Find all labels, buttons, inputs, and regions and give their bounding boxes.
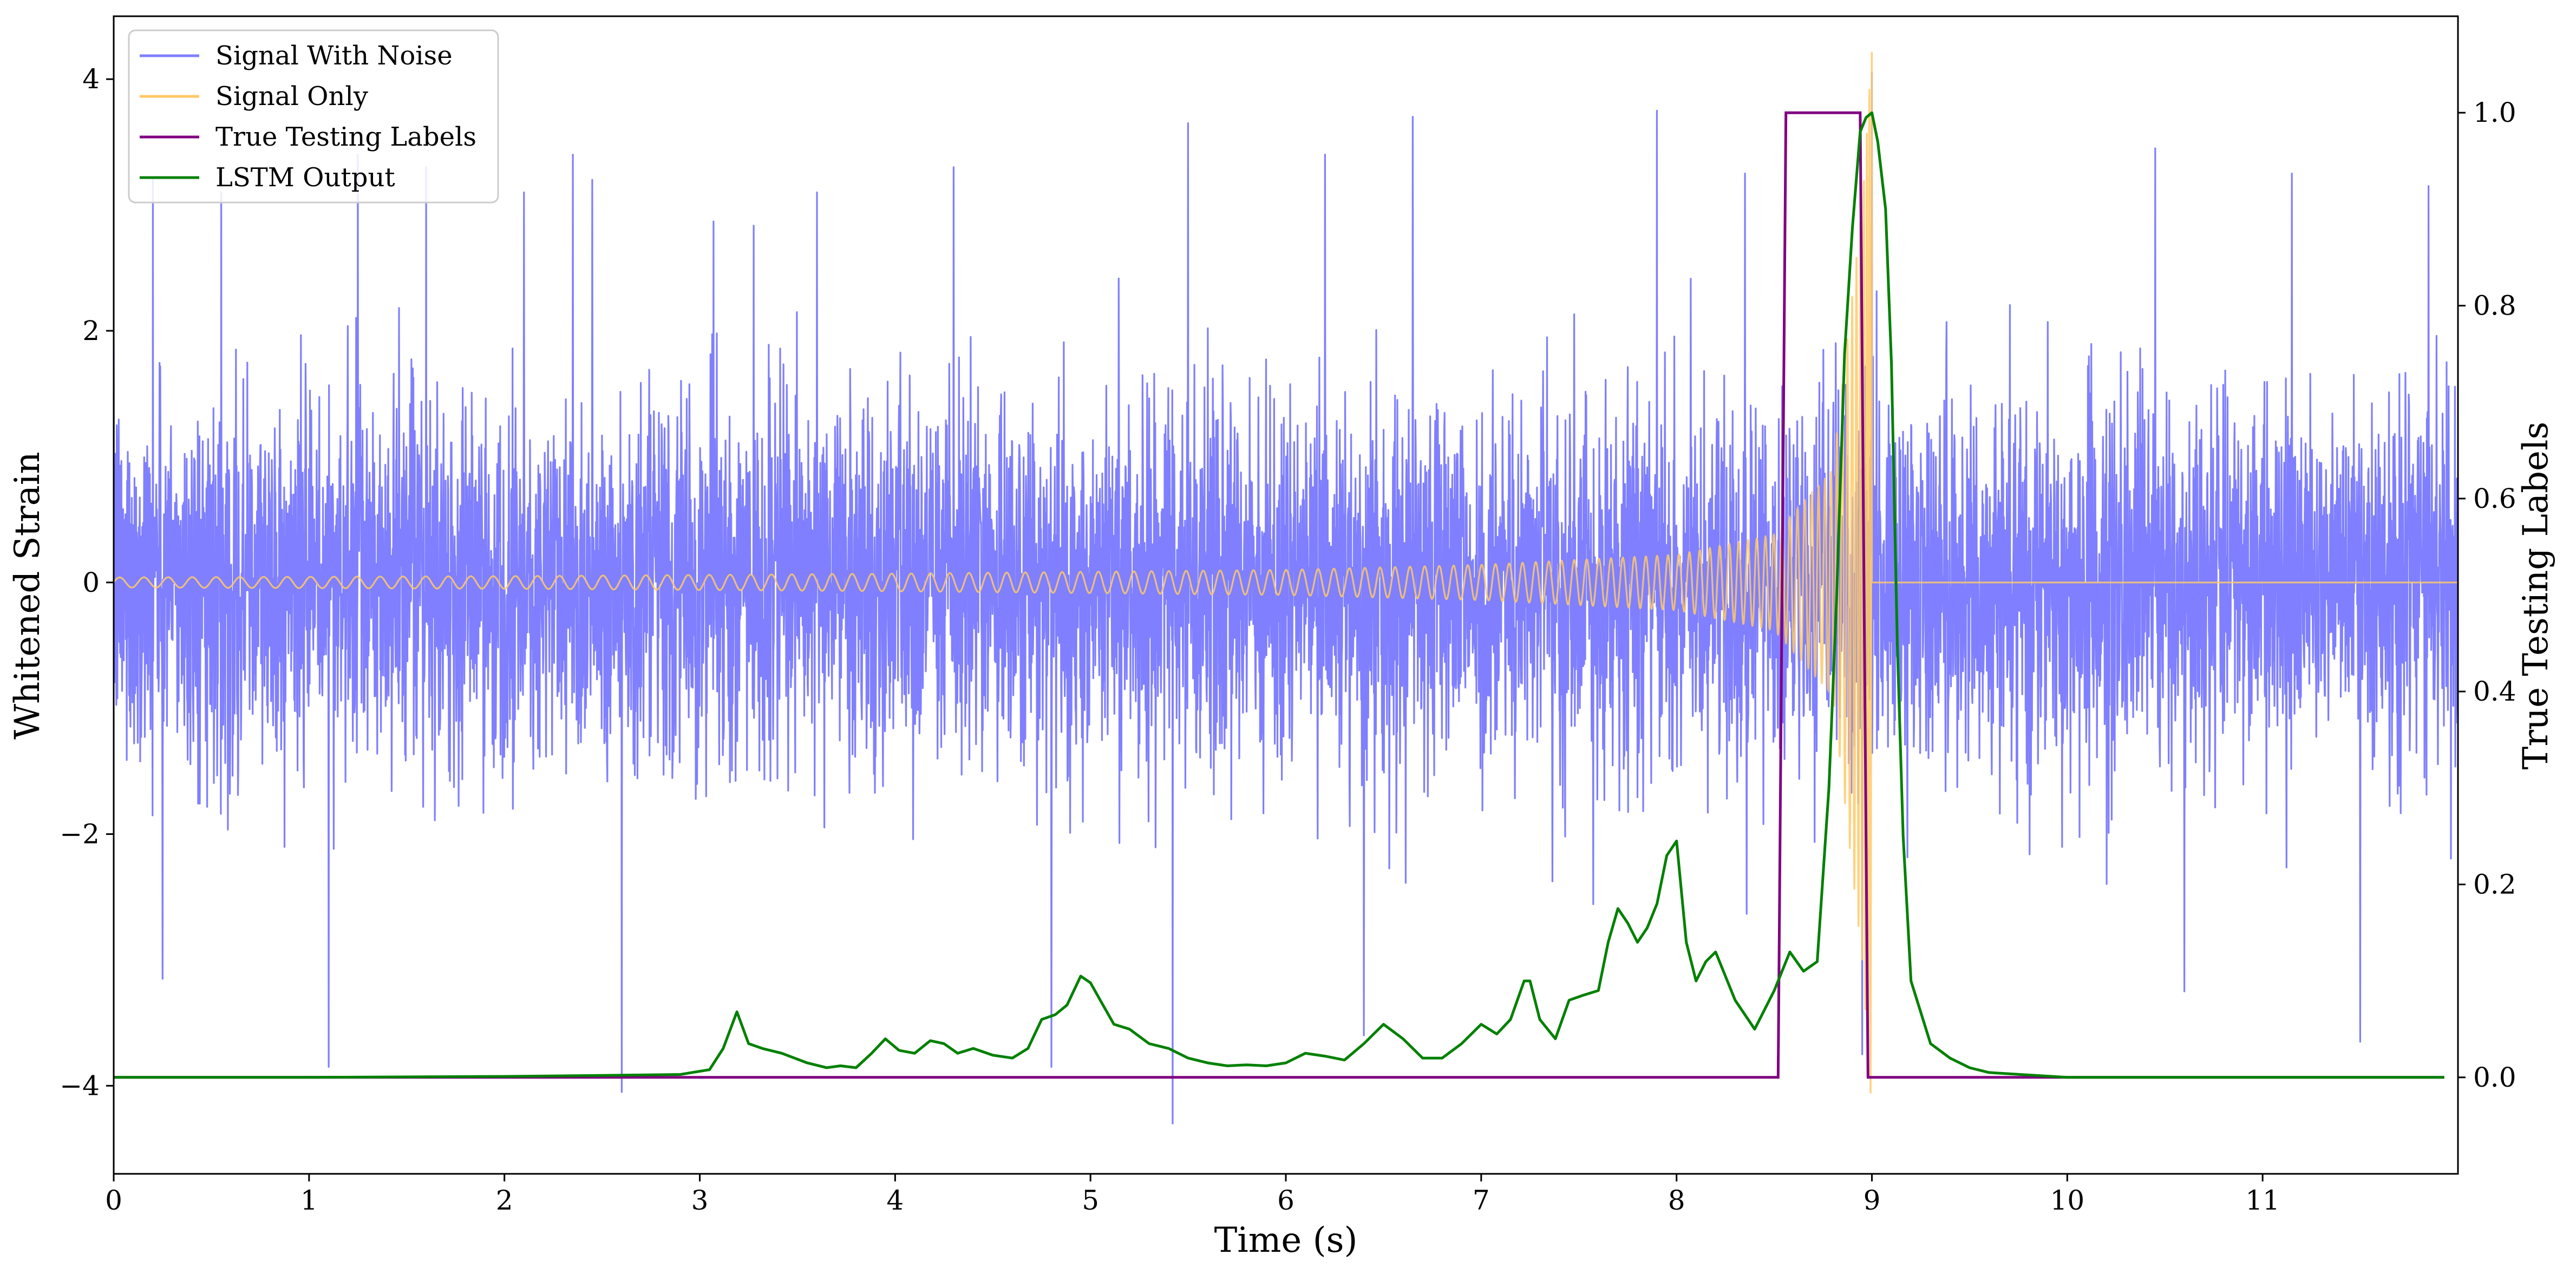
y-tick-label: 0 xyxy=(82,567,100,598)
x-axis-label: Time (s) xyxy=(1214,1220,1358,1260)
x-tick-label: 4 xyxy=(886,1185,904,1216)
y2-tick-label: 1.0 xyxy=(2473,97,2516,128)
y2-tick-label: 0.4 xyxy=(2473,676,2516,707)
y-tick-label: −2 xyxy=(60,819,100,850)
y2-tick-label: 0.6 xyxy=(2473,483,2516,514)
legend-box xyxy=(128,29,499,204)
y-tick-label: 4 xyxy=(82,63,100,95)
x-tick-label: 8 xyxy=(1668,1185,1685,1216)
y2-tick-label: 0.8 xyxy=(2473,290,2516,322)
x-tick-label: 0 xyxy=(105,1185,122,1216)
x-ticks: 0 1 2 3 4 5 6 7 8 9 10 11 xyxy=(105,1174,2280,1216)
legend: Signal With Noise Signal Only True Testi… xyxy=(128,29,499,204)
series-signal-only xyxy=(114,51,2458,1094)
y2-axis-label: True Testing Labels xyxy=(2516,422,2556,770)
y-ticks: −4 −2 0 2 4 xyxy=(60,63,114,1101)
x-tick-label: 1 xyxy=(300,1185,318,1216)
y2-tick-label: 0.0 xyxy=(2473,1062,2516,1093)
legend-label-signal-only: Signal Only xyxy=(215,81,368,112)
legend-label-true-testing-labels: True Testing Labels xyxy=(215,122,476,152)
legend-label-signal-with-noise: Signal With Noise xyxy=(215,41,453,71)
x-tick-label: 7 xyxy=(1473,1185,1490,1216)
x-tick-label: 11 xyxy=(2245,1185,2280,1216)
series-lstm-output xyxy=(114,111,2444,1079)
y2-ticks: 0.0 0.2 0.4 0.6 0.8 1.0 xyxy=(2458,97,2516,1093)
y-axis-label: Whitened Strain xyxy=(8,452,48,739)
y-tick-label: 2 xyxy=(82,315,100,347)
x-tick-label: 2 xyxy=(496,1185,513,1216)
x-tick-label: 5 xyxy=(1082,1185,1099,1216)
x-tick-label: 9 xyxy=(1864,1185,1881,1216)
y-tick-label: −4 xyxy=(60,1070,100,1101)
series-true-testing-labels xyxy=(114,111,2444,1079)
x-tick-label: 6 xyxy=(1277,1185,1294,1216)
y2-tick-label: 0.2 xyxy=(2473,869,2516,900)
legend-label-lstm-output: LSTM Output xyxy=(215,162,395,193)
series-signal-with-noise xyxy=(114,72,2458,1125)
x-tick-label: 10 xyxy=(2050,1185,2085,1216)
x-tick-label: 3 xyxy=(691,1185,709,1216)
series-layer xyxy=(114,51,2458,1125)
